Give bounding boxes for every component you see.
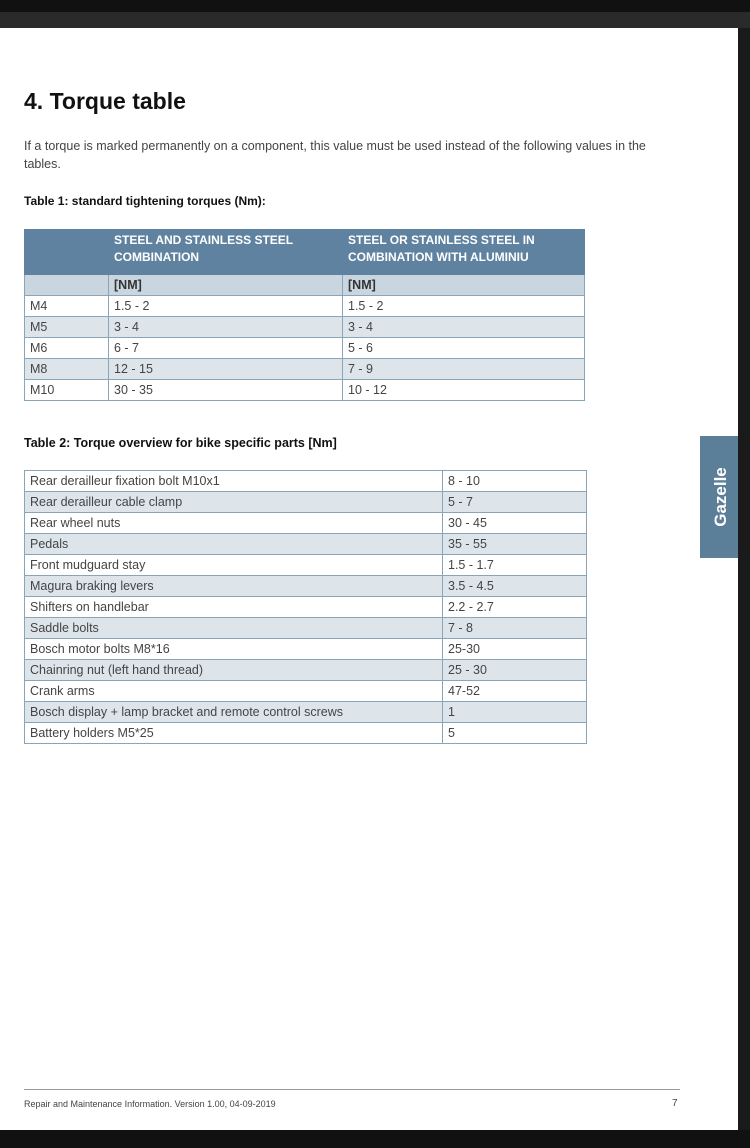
row: Saddle bolts 7 - 8 [24, 617, 587, 639]
caption: Table 2: Torque overview for bike specif… [24, 436, 337, 450]
cell: 7 - 9 [342, 358, 585, 380]
cell: 6 - 7 [108, 337, 343, 359]
cell: Pedals [24, 533, 443, 555]
cell: Rear derailleur fixation bolt M10x1 [24, 470, 443, 492]
top-bar [0, 12, 750, 28]
row: Battery holders M5*25 5 [24, 722, 587, 744]
cell: 1 [442, 701, 587, 723]
cell: 47-52 [442, 680, 587, 702]
cell: Bosch motor bolts M8*16 [24, 638, 443, 660]
cell: 7 - 8 [442, 617, 587, 639]
cell: 25-30 [442, 638, 587, 660]
cell: 3.5 - 4.5 [442, 575, 587, 597]
row: Crank arms 47-52 [24, 680, 587, 702]
cell: [NM] [108, 274, 343, 296]
cell: 35 - 55 [442, 533, 587, 555]
row: Pedals 35 - 55 [24, 533, 587, 555]
cell: 1.5 - 2 [108, 295, 343, 317]
footer-rule [24, 1089, 680, 1090]
row: M8 12 - 15 7 - 9 [24, 358, 585, 380]
side-tab: Gazelle [700, 436, 742, 558]
cell [24, 274, 109, 296]
row: Bosch motor bolts M8*16 25-30 [24, 638, 587, 660]
row: Rear derailleur fixation bolt M10x1 8 - 1… [24, 470, 587, 492]
cell: 3 - 4 [108, 316, 343, 338]
page: 4. Torque table If a torque is marked pe… [0, 28, 738, 1130]
cell: 30 - 35 [108, 379, 343, 401]
cell: 8 - 10 [442, 470, 587, 492]
caption: Table 1: standard tightening torques (Nm… [24, 194, 266, 208]
header-cell: STEEL OR STAINLESS STEEL IN COMBINATION … [342, 229, 585, 275]
cell: Battery holders M5*25 [24, 722, 443, 744]
cell: 1.5 - 2 [342, 295, 585, 317]
cell: 25 - 30 [442, 659, 587, 681]
row: Chainring nut (left hand thread) 25 - 30 [24, 659, 587, 681]
cell: 10 - 12 [342, 379, 585, 401]
cell: M5 [24, 316, 109, 338]
cell: 5 [442, 722, 587, 744]
cell: Chainring nut (left hand thread) [24, 659, 443, 681]
cell: 2.2 - 2.7 [442, 596, 587, 618]
row: Magura braking levers 3.5 - 4.5 [24, 575, 587, 597]
cell: Magura braking levers [24, 575, 443, 597]
header-row: STEEL AND STAINLESS STEEL COMBINATION ST… [24, 229, 585, 275]
table: STEEL AND STAINLESS STEEL COMBINATION ST… [24, 229, 585, 401]
cell: Saddle bolts [24, 617, 443, 639]
cell: Shifters on handlebar [24, 596, 443, 618]
row: Bosch display + lamp bracket and remote … [24, 701, 587, 723]
cell: 30 - 45 [442, 512, 587, 534]
cell: Rear wheel nuts [24, 512, 443, 534]
cell: 5 - 6 [342, 337, 585, 359]
cell: M8 [24, 358, 109, 380]
cell: [NM] [342, 274, 585, 296]
header-cell: STEEL AND STAINLESS STEEL COMBINATION [108, 229, 343, 275]
row: M4 1.5 - 2 1.5 - 2 [24, 295, 585, 317]
cell: 5 - 7 [442, 491, 587, 513]
cell: Bosch display + lamp bracket and remote … [24, 701, 443, 723]
cell: Rear derailleur cable clamp [24, 491, 443, 513]
table: Rear derailleur fixation bolt M10x1 8 - 1… [24, 470, 587, 744]
intro: If a torque is marked permanently on a c… [24, 139, 646, 171]
row: Front mudguard stay 1.5 - 1.7 [24, 554, 587, 576]
cell: M6 [24, 337, 109, 359]
row: Shifters on handlebar 2.2 - 2.7 [24, 596, 587, 618]
cell: 3 - 4 [342, 316, 585, 338]
row: Rear wheel nuts 30 - 45 [24, 512, 587, 534]
header-cell [24, 229, 109, 275]
heading: 4. Torque table [24, 88, 186, 114]
cell: M10 [24, 379, 109, 401]
row: Rear derailleur cable clamp 5 - 7 [24, 491, 587, 513]
side-tab-label: Gazelle [711, 467, 730, 527]
cell: Crank arms [24, 680, 443, 702]
page-shadow [738, 28, 750, 1130]
cell: 12 - 15 [108, 358, 343, 380]
unit-row: [NM] [NM] [24, 274, 585, 296]
cell: 1.5 - 1.7 [442, 554, 587, 576]
page-number: 7 [672, 1098, 678, 1109]
row: M10 30 - 35 10 - 12 [24, 379, 585, 401]
cell: Front mudguard stay [24, 554, 443, 576]
cell: M4 [24, 295, 109, 317]
footer-text: Repair and Maintenance Information. Vers… [24, 1099, 276, 1109]
